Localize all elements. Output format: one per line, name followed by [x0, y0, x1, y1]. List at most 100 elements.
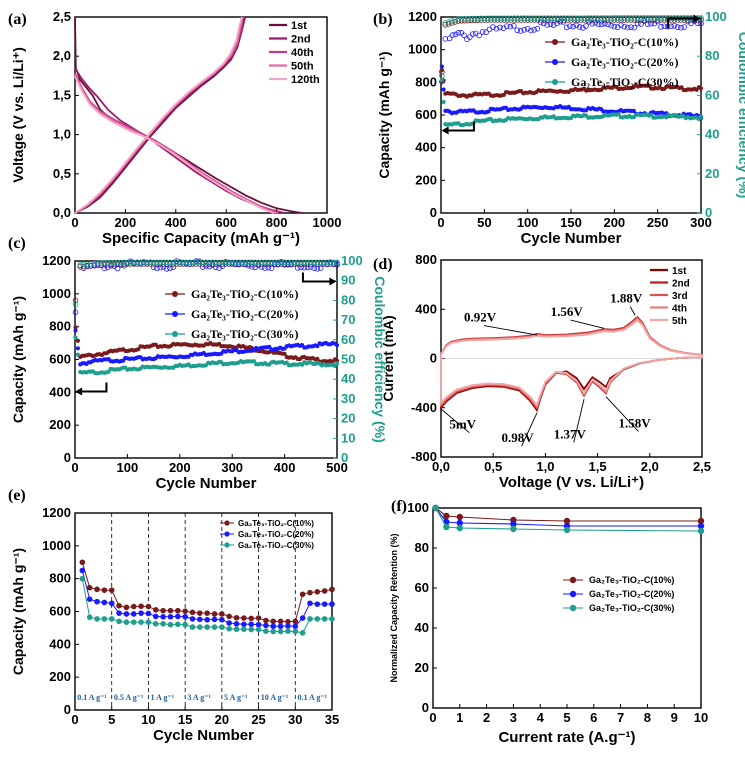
ce-point — [442, 36, 449, 42]
y-tick-label: 200 — [415, 172, 437, 187]
panel-label-d: (d) — [373, 256, 393, 273]
ce-point — [608, 22, 614, 29]
ce-point — [330, 259, 337, 266]
legend-entry: Ga₂Te₃-TiO₂-C(10%) — [571, 35, 678, 49]
rate-point — [314, 601, 321, 607]
x-tick-label: 0,5 — [484, 459, 502, 474]
y-tick-label: 400 — [49, 384, 71, 399]
y-axis-label: Capacity (mAh g⁻¹) — [10, 296, 26, 423]
legend-marker — [552, 39, 558, 45]
ce-point — [591, 15, 598, 21]
retention-point — [456, 513, 463, 521]
ce-point — [180, 259, 186, 266]
y2-tick-label: 100 — [705, 9, 727, 24]
ce-point — [114, 261, 121, 268]
ce-point — [108, 262, 114, 269]
retention-point — [443, 523, 450, 531]
ce-point — [255, 262, 262, 269]
rate-point — [285, 623, 291, 629]
retention-point — [432, 504, 439, 512]
rate-point — [86, 584, 93, 591]
x-tick-label: 6 — [590, 710, 597, 725]
ce-point — [576, 24, 583, 30]
peak-annotation: 1.88V — [610, 290, 643, 305]
y2-tick-label: 10 — [341, 430, 355, 445]
ce-point — [488, 15, 494, 22]
rate-point — [248, 626, 255, 633]
ce-point — [504, 15, 511, 22]
series-line-120th-charge — [74, 16, 243, 214]
panel-label-e: (e) — [8, 487, 26, 504]
ce-point — [568, 17, 574, 23]
panel-b: 0 50 100 150 200 250 300020040060080010001200C… — [376, 9, 745, 247]
ce-point — [678, 24, 684, 31]
ce-point — [118, 259, 124, 266]
ce-point — [298, 259, 304, 266]
rate-point — [226, 620, 232, 626]
y-tick-label: 0 — [430, 205, 437, 220]
x-axis-label: Voltage (V vs. Li/Li⁺) — [499, 474, 644, 491]
ce-point — [634, 20, 641, 27]
x-tick-label: 0 — [429, 710, 436, 725]
rate-point — [248, 615, 255, 622]
ce-point — [167, 265, 173, 272]
ce-point — [121, 261, 127, 267]
ce-point — [598, 15, 604, 21]
ce-point — [580, 25, 586, 31]
legend-entry: Ga₂Te₃-TiO₂-C(20%) — [589, 589, 674, 599]
ce-point — [301, 261, 308, 267]
ce-point — [501, 15, 508, 22]
capacity-point — [698, 114, 704, 119]
rate-point — [108, 616, 115, 622]
capacity-point — [251, 359, 257, 364]
ce-point — [521, 27, 527, 33]
ce-point — [199, 264, 206, 270]
rate-point — [197, 610, 203, 616]
ce-point — [550, 22, 557, 28]
ce-point — [154, 261, 160, 267]
ce-point — [327, 261, 334, 267]
rate-point — [138, 603, 144, 610]
rate-point — [263, 622, 269, 629]
ce-point — [601, 15, 608, 21]
y-tick-label: 1200 — [42, 505, 71, 520]
rate-point — [248, 621, 255, 628]
panel-label-f: (f) — [391, 498, 407, 515]
ce-point — [219, 263, 226, 269]
axis-arrow-left — [77, 382, 108, 393]
ce-point — [517, 28, 524, 34]
ce-point — [608, 15, 614, 21]
x-tick-label: 8 — [644, 710, 651, 725]
x-tick-label: 2 — [483, 710, 490, 725]
ce-point — [255, 259, 262, 266]
axis-arrow-left — [443, 121, 475, 132]
x-tick-label: 300 — [221, 460, 243, 475]
rate-label: 1 A g⁻¹ — [151, 693, 175, 702]
ce-point — [563, 24, 570, 31]
axis-arrow-right — [667, 17, 699, 29]
x-tick-label: 0 — [71, 712, 78, 727]
ce-point — [658, 24, 664, 30]
ce-point — [150, 259, 157, 266]
capacity-point — [439, 67, 444, 73]
ce-point — [514, 27, 521, 34]
capacity-point — [73, 328, 78, 333]
ce-point — [544, 22, 550, 28]
rate-point — [152, 607, 159, 613]
ce-point — [307, 261, 314, 267]
retention-point — [456, 524, 463, 532]
ce-point — [449, 32, 456, 38]
annotation-arrow — [483, 325, 538, 336]
y-tick-label: 0 — [64, 702, 71, 717]
ce-point — [160, 259, 167, 266]
ce-point — [226, 259, 232, 266]
ce-point — [203, 263, 209, 269]
ce-point — [170, 264, 177, 271]
rate-point — [182, 621, 188, 628]
ce-point — [252, 261, 258, 267]
ce-point — [124, 259, 131, 266]
rate-point — [167, 613, 174, 620]
rate-label: 5 A g⁻¹ — [224, 693, 248, 702]
ce-point — [631, 24, 638, 31]
ce-point — [578, 15, 584, 21]
